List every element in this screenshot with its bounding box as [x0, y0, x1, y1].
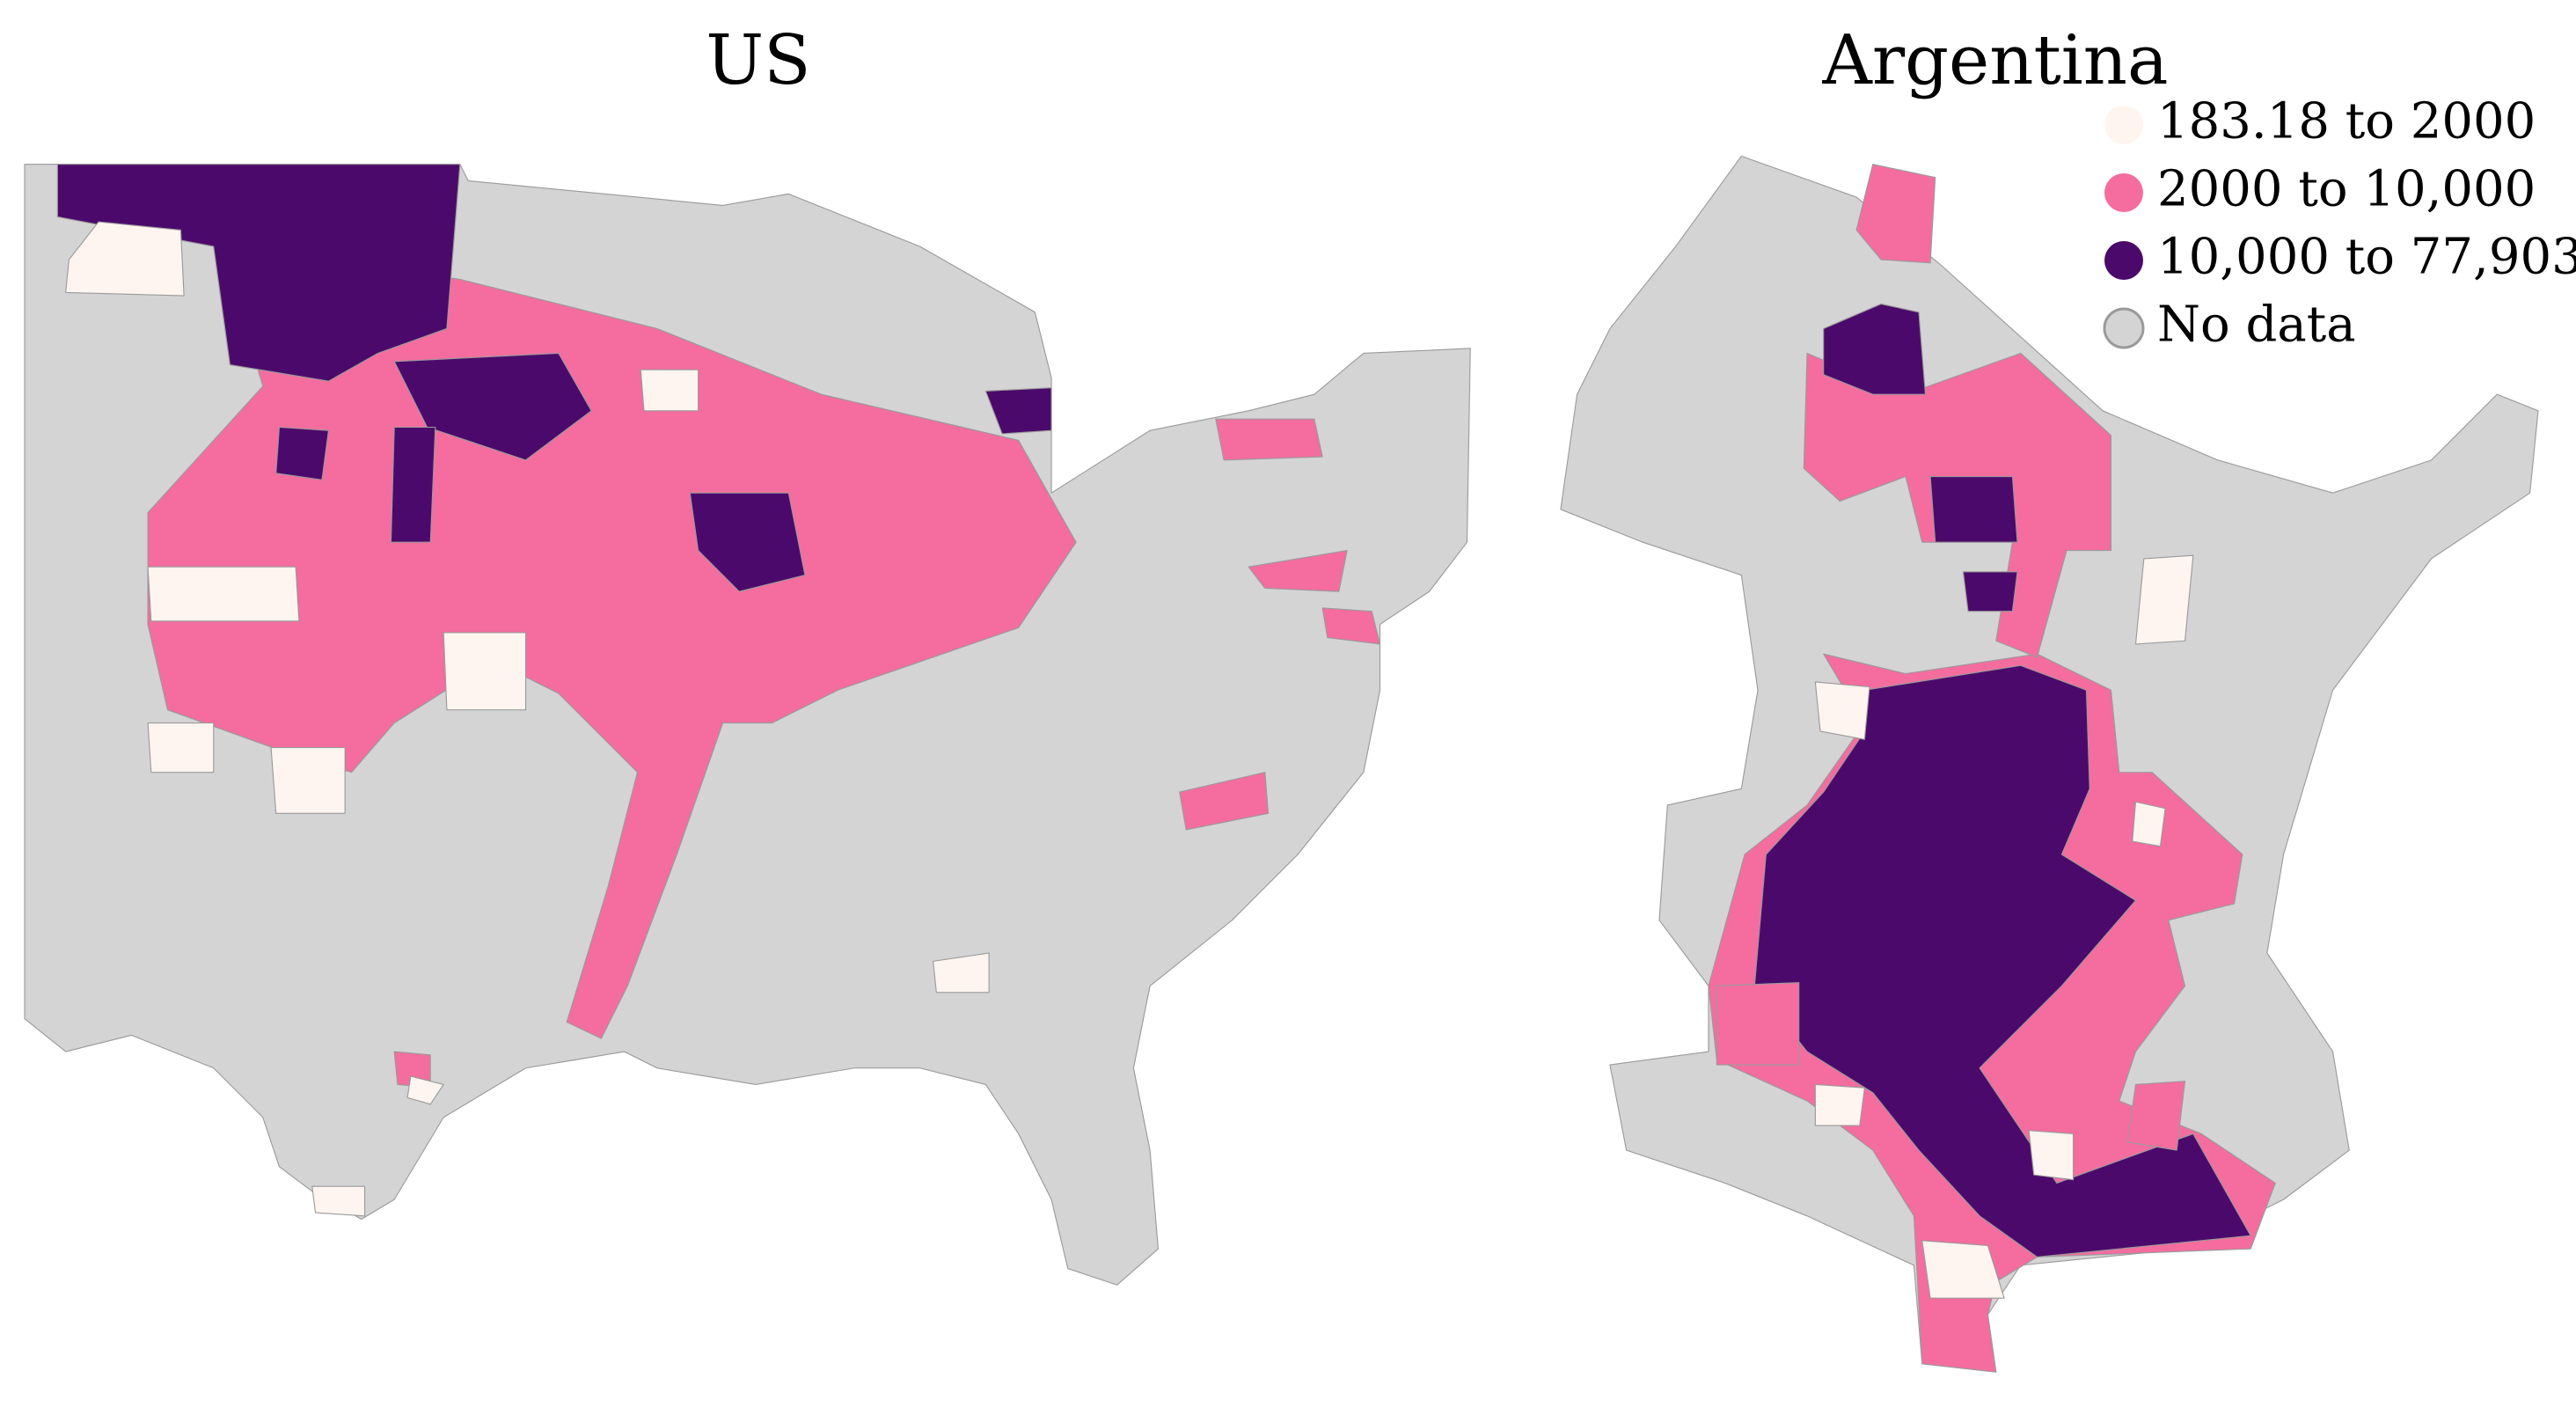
legend-marker: [2103, 307, 2145, 349]
legend-label: 2000 to 10,000: [2157, 161, 2536, 218]
us-mid-range: [1215, 418, 1323, 461]
us-low-range: [147, 566, 300, 622]
us-high-range: [390, 426, 436, 543]
argentina-high-range: [1962, 571, 2018, 612]
us-mid-range: [1321, 607, 1381, 645]
argentina-high-range: [1753, 664, 2251, 1258]
us-mid-range: [1179, 772, 1270, 831]
argentina-low-range: [2028, 1130, 2075, 1181]
us-low-range: [933, 952, 990, 993]
argentina-mid-range: [1716, 982, 1800, 1066]
argentina-low-range: [2132, 801, 2166, 847]
argentina-low-range: [1814, 1083, 1865, 1126]
argentina-low-range: [2134, 554, 2194, 645]
argentina-mid-range: [1855, 164, 1936, 264]
us-high-range: [689, 492, 806, 592]
us-low-range: [640, 369, 699, 412]
argentina-high-range: [1823, 303, 1927, 395]
argentina-high-range: [1929, 475, 2018, 543]
us-high-range: [393, 352, 592, 461]
argentina-low-range: [1921, 1240, 2005, 1299]
map-title: US: [706, 21, 810, 100]
argentina-low-range: [1814, 681, 1870, 740]
argentina-mid-range: [2126, 1081, 2186, 1151]
us-map: [24, 164, 1471, 1286]
us-high-range: [984, 387, 1052, 435]
us-low-range: [270, 747, 346, 814]
us-high-range: [275, 426, 330, 480]
argentina-map: [1560, 155, 2539, 1373]
us-low-range: [311, 1185, 366, 1217]
legend-label: 183.18 to 2000: [2157, 93, 2536, 150]
us-low-range: [147, 722, 215, 773]
legend-label: No data: [2157, 297, 2356, 354]
us-low-range: [65, 221, 185, 297]
legend-label: 10,000 to 77,903: [2157, 229, 2576, 286]
map-title: Argentina: [1822, 21, 2169, 100]
legend: 183.18 to 2000 2000 to 10,000 10,000 to 77…: [2103, 93, 2576, 354]
us-low-range: [443, 632, 527, 711]
us-low-range: [406, 1075, 444, 1105]
legend-marker: [2104, 106, 2143, 144]
us-mid-range: [1248, 549, 1348, 592]
legend-marker: [2104, 241, 2143, 280]
us-mid-range: [147, 246, 1077, 1039]
legend-marker: [2104, 173, 2143, 212]
